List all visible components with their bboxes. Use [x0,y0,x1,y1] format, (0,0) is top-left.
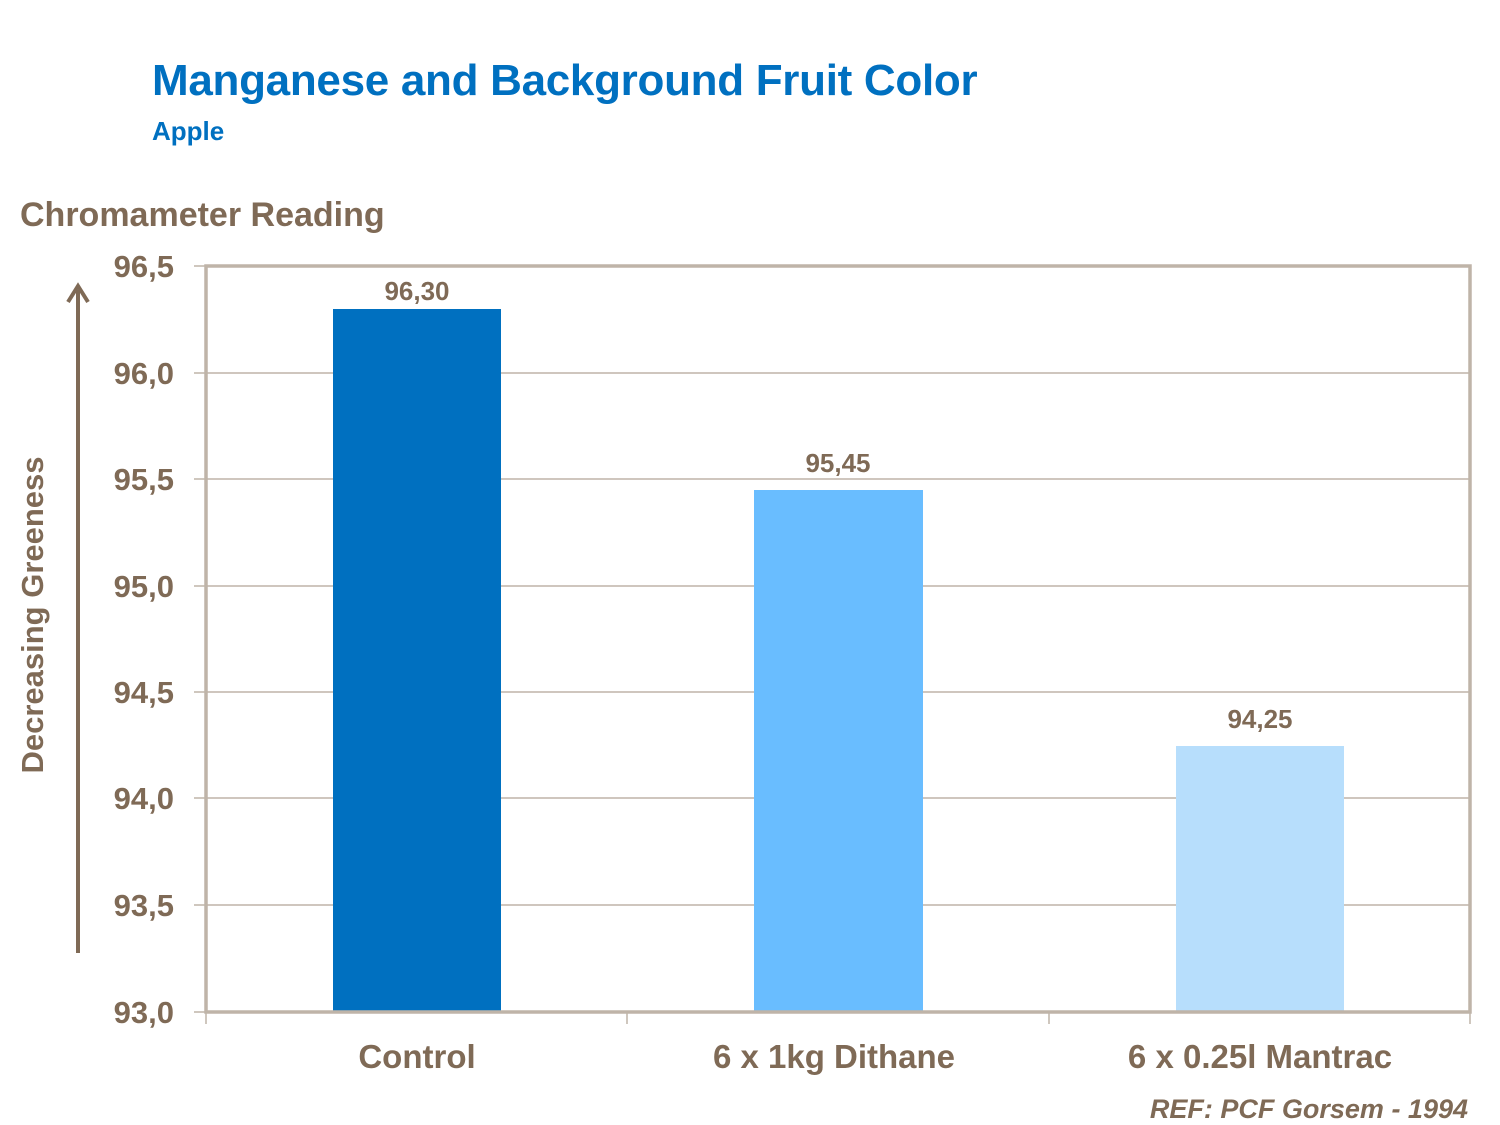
chart-title: Manganese and Background Fruit Color [152,56,978,105]
bar-dithane [754,490,923,1012]
y-tick-labels: 96,5 96,0 95,5 95,0 94,5 94,0 93,5 93,0 [114,249,174,1030]
y-tick-label: 94,5 [114,675,174,710]
y-tick-label: 96,0 [114,356,174,391]
x-category-label: Control [358,1038,475,1075]
reference-note: REF: PCF Gorsem - 1994 [1149,1094,1468,1124]
chart-subtitle: Apple [152,116,225,146]
plot-frame [204,264,1472,1014]
y-axis-title: Chromameter Reading [20,196,385,234]
y-tick-label: 93,0 [114,995,174,1030]
bar-value-label: 96,30 [384,276,449,306]
y-tick-label: 93,5 [114,888,174,923]
x-tick-marks [205,1012,1471,1024]
y-tick-label: 95,0 [114,569,174,604]
bar-value-label: 95,45 [805,448,870,478]
y-tick-label: 95,5 [114,462,174,497]
bar-mantrac [1176,746,1344,1012]
y-tick-marks [194,265,206,1013]
x-category-label: 6 x 1kg Dithane [713,1038,955,1075]
bar-value-label: 94,25 [1227,704,1292,734]
y-tick-label: 96,5 [114,249,174,284]
x-category-label: 6 x 0.25l Mantrac [1128,1038,1392,1075]
up-arrow-icon [66,282,90,953]
y-tick-label: 94,0 [114,781,174,816]
bar-control [333,309,501,1012]
